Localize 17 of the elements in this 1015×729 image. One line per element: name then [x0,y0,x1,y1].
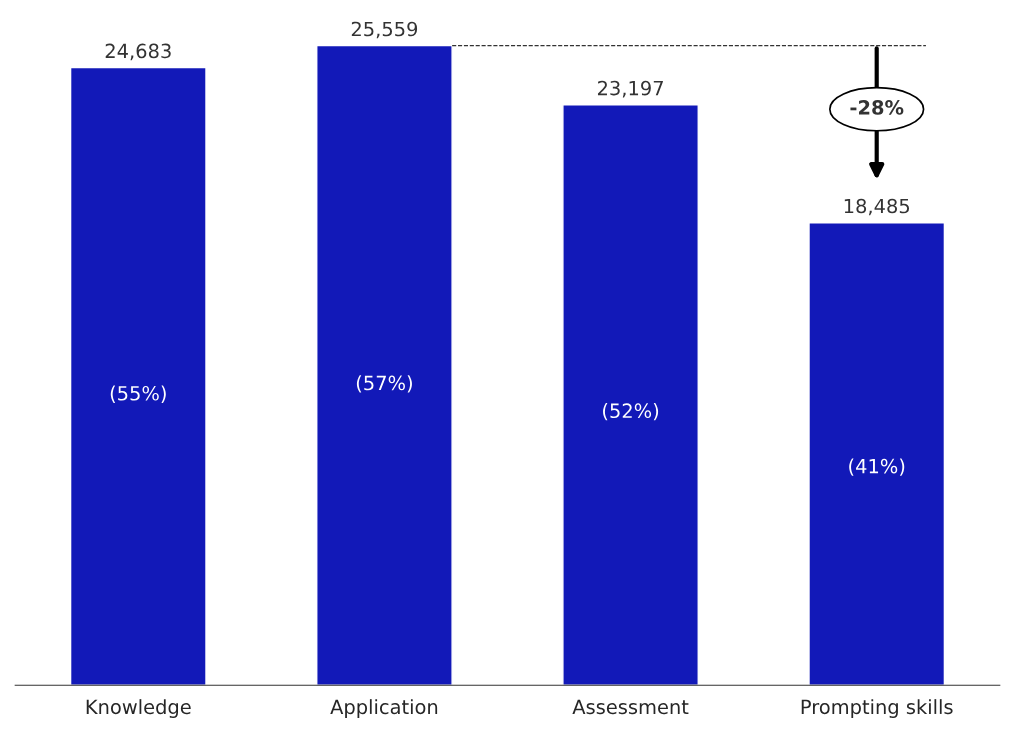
bar [69,66,207,686]
bar [808,221,946,686]
x-tick-label: Application [330,699,438,718]
annotation: (52%) [603,403,659,421]
annotation: (41%) [849,458,905,476]
data-label: 18,485 [844,198,910,216]
x-tick-label: Prompting skills [801,699,953,718]
annotation: (55%) [110,385,166,403]
data-label: 25,559 [351,21,418,39]
x-tick-label: Assessment [572,699,689,715]
annotation: (57%) [356,375,412,393]
bar [316,44,453,686]
bar [562,104,699,686]
x-tick-label: Knowledge [86,699,191,718]
annotation: -28% [850,100,904,115]
data-label: 24,683 [105,43,171,61]
data-label: 23,197 [597,80,663,98]
